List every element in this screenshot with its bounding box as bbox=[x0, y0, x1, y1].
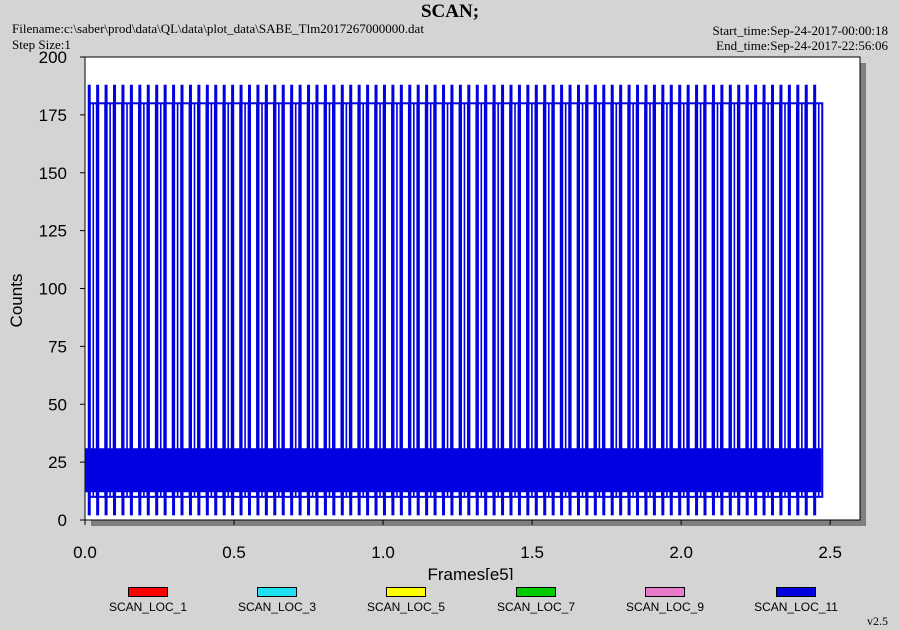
x-tick-label: 0.0 bbox=[73, 543, 97, 562]
step-size-label: Step Size:1 bbox=[12, 37, 71, 52]
legend-label: SCAN_LOC_5 bbox=[366, 600, 446, 614]
version-label: v2.5 bbox=[867, 614, 888, 628]
legend-label: SCAN_LOC_1 bbox=[108, 600, 188, 614]
y-tick-label: 0 bbox=[58, 511, 67, 530]
y-tick-label: 200 bbox=[39, 48, 67, 67]
legend-label: SCAN_LOC_11 bbox=[754, 600, 838, 614]
legend-item: SCAN_LOC_11 bbox=[736, 587, 856, 614]
legend-item: SCAN_LOC_7 bbox=[476, 587, 596, 614]
y-tick-label: 175 bbox=[39, 106, 67, 125]
y-tick-label: 100 bbox=[39, 280, 67, 299]
x-tick-label: 1.0 bbox=[371, 543, 395, 562]
chart-title: SCAN; bbox=[420, 1, 480, 22]
x-tick-label: 1.5 bbox=[520, 543, 544, 562]
legend-item: SCAN_LOC_1 bbox=[88, 587, 208, 614]
legend-label: SCAN_LOC_9 bbox=[625, 600, 705, 614]
start-time-label: Start_time:Sep-24-2017-00:00:18 bbox=[712, 23, 888, 38]
legend-item: SCAN_LOC_5 bbox=[346, 587, 466, 614]
y-axis-label: Counts bbox=[7, 274, 26, 328]
legend-label: SCAN_LOC_7 bbox=[496, 600, 576, 614]
x-tick-label: 2.5 bbox=[818, 543, 842, 562]
filename-label: Filename:c:\saber\prod\data\QL\data\plot… bbox=[12, 21, 424, 36]
legend-swatch bbox=[516, 587, 556, 597]
legend-swatch bbox=[645, 587, 685, 597]
legend-swatch bbox=[776, 587, 816, 597]
chart-canvas: 0 25 50 75 100 125 150 175 200 0.0 0.5 1.0 1.5 2.0 2.5… bbox=[7, 48, 866, 580]
y-tick-label: 75 bbox=[48, 337, 67, 356]
legend-swatch bbox=[128, 587, 168, 597]
legend-swatch bbox=[257, 587, 297, 597]
legend-label: SCAN_LOC_3 bbox=[237, 600, 317, 614]
legend-item: SCAN_LOC_3 bbox=[217, 587, 337, 614]
legend-swatch bbox=[386, 587, 426, 597]
legend-item: SCAN_LOC_9 bbox=[605, 587, 725, 614]
x-tick-label: 0.5 bbox=[222, 543, 246, 562]
y-tick-label: 50 bbox=[48, 395, 67, 414]
x-tick-label: 2.0 bbox=[669, 543, 693, 562]
y-tick-label: 150 bbox=[39, 164, 67, 183]
y-tick-label: 25 bbox=[48, 453, 67, 472]
y-tick-label: 125 bbox=[39, 222, 67, 241]
end-time-label: End_time:Sep-24-2017-22:56:06 bbox=[716, 38, 888, 53]
x-axis-label: Frames[e5] bbox=[428, 565, 514, 580]
